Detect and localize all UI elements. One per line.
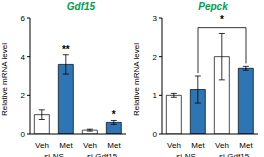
svg-text:**: **	[62, 44, 70, 55]
svg-text:si-NS: si-NS	[176, 152, 196, 157]
svg-text:Veh: Veh	[83, 141, 97, 150]
svg-text:0: 0	[21, 130, 26, 139]
html-text:Pepck: Pepck	[198, 1, 228, 12]
svg-text:2: 2	[21, 91, 26, 100]
svg-text:*: *	[112, 109, 116, 120]
svg-text:3: 3	[153, 14, 158, 23]
svg-text:2: 2	[153, 53, 158, 62]
svg-text:6: 6	[21, 14, 26, 23]
svg-text:si-NS: si-NS	[44, 152, 64, 157]
svg-text:Veh: Veh	[167, 141, 181, 150]
svg-text:Veh: Veh	[35, 141, 49, 150]
svg-text:4: 4	[21, 53, 26, 62]
svg-text:Relative mRNA level: Relative mRNA level	[132, 43, 141, 116]
svg-text:Relative mRNA level: Relative mRNA level	[8, 43, 9, 116]
html-text:Gdf15: Gdf15	[66, 1, 96, 12]
svg-text:Met: Met	[191, 141, 205, 150]
svg-text:0: 0	[153, 130, 158, 139]
svg-text:Met: Met	[59, 141, 73, 150]
svg-text:si-Gdf15: si-Gdf15	[219, 152, 250, 157]
svg-text:Veh: Veh	[215, 141, 229, 150]
svg-text:Met: Met	[239, 141, 253, 150]
svg-text:1: 1	[153, 91, 158, 100]
svg-text:si-Gdf15: si-Gdf15	[87, 152, 118, 157]
svg-text:*: *	[220, 14, 224, 25]
svg-text:Met: Met	[107, 141, 121, 150]
